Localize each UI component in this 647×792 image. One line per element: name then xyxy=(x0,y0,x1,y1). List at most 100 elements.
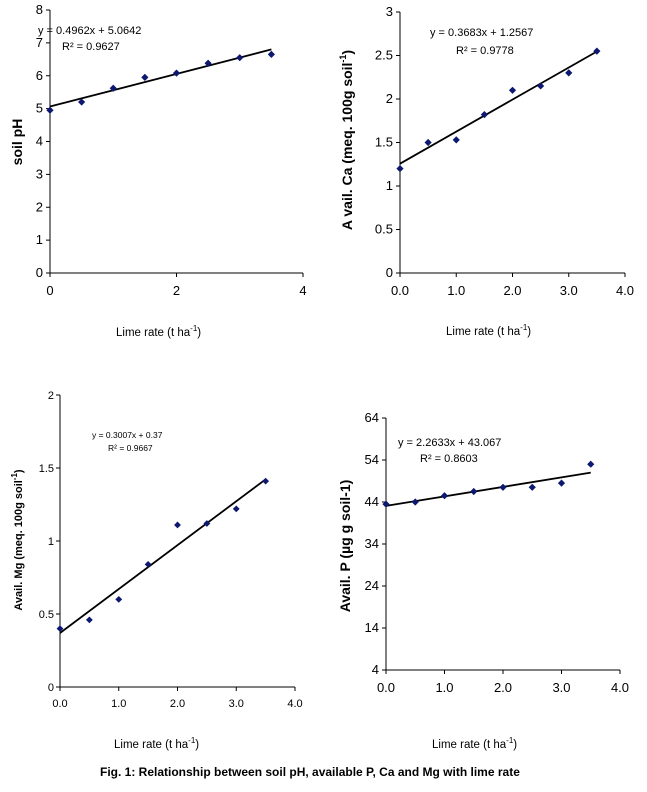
y-tick-label: 0 xyxy=(48,682,54,694)
equation-ca: y = 0.3683x + 1.2567 xyxy=(430,27,533,39)
y-axis-label-mg: Avail. Mg (meq. 100g soil-1) xyxy=(10,469,25,611)
ca-ylabel-close: ) xyxy=(339,50,355,55)
x-tick-label: 2.0 xyxy=(494,680,512,695)
chart-avail-mg: Avail. Mg (meq. 100g soil-1) 0 0.5 1 1.5 2 0.… xyxy=(10,390,303,751)
points-p xyxy=(382,460,595,508)
data-point xyxy=(172,69,181,77)
data-point xyxy=(499,483,507,491)
trendline xyxy=(385,471,591,507)
y-tick-label: 4 xyxy=(36,134,43,149)
y-tick-label: 3 xyxy=(36,166,43,181)
y-tick-label: 0 xyxy=(36,265,43,280)
x-tick-label: 3.0 xyxy=(560,283,578,298)
mg-ylabel-sup: -1 xyxy=(10,473,19,481)
trendline-ca xyxy=(399,50,598,165)
mg-ylabel-close: ) xyxy=(13,469,25,473)
p-ylabel-text: Avail. P (µg g soil-1) xyxy=(337,480,353,613)
x-tick-label: 0 xyxy=(46,283,53,298)
r-squared-mg: R² = 0.9667 xyxy=(108,443,153,453)
data-point xyxy=(565,69,573,77)
y-tick-label: 5 xyxy=(36,101,43,116)
y-axis-label-ca: A vail. Ca (meq. 100g soil-1) xyxy=(338,50,355,230)
x-axis-label-ph: Lime rate (t ha-1) xyxy=(116,324,201,339)
figure-caption: Fig. 1: Relationship between soil pH, av… xyxy=(100,765,520,779)
trendline xyxy=(399,50,598,165)
x-axis-label-mg: Lime rate (t ha-1) xyxy=(114,736,199,751)
y-tick-label: 4 xyxy=(372,662,379,677)
data-point xyxy=(480,111,488,119)
x-tick-label: 2.0 xyxy=(503,283,521,298)
equation-ph: y = 0.4962x + 5.0642 xyxy=(38,25,141,37)
data-point xyxy=(470,487,478,496)
data-point xyxy=(528,483,536,491)
data-point xyxy=(56,625,64,632)
x-tick-label: 4 xyxy=(299,283,306,298)
x-tick-label: 1.0 xyxy=(435,680,453,695)
y-tick-label: 44 xyxy=(365,494,379,509)
y-tick-label: 2 xyxy=(36,199,43,214)
data-point xyxy=(424,138,432,147)
trendline xyxy=(59,478,267,634)
y-tick-label: 1 xyxy=(36,232,43,247)
x-tick-label: 4.0 xyxy=(616,283,634,298)
x-tick-label: 0.0 xyxy=(377,680,395,695)
chart-avail-p: Avail. P (µg g soil-1) 4 14 24 34 44 54 64 0.0 1… xyxy=(337,410,629,751)
data-point xyxy=(382,500,390,508)
data-point xyxy=(115,596,123,603)
y-tick-label: 64 xyxy=(365,410,379,425)
points-mg xyxy=(56,477,270,632)
y-tick-label: 1.5 xyxy=(39,463,54,475)
y-tick-label: 0 xyxy=(386,265,393,280)
y-tick-label: 3 xyxy=(386,4,393,19)
y-tick-label: 7 xyxy=(36,35,43,50)
ca-xlabel-close: ) xyxy=(527,326,531,338)
data-point xyxy=(587,460,595,468)
r-squared-p: R² = 0.8603 xyxy=(420,453,478,465)
x-tick-label: 1.0 xyxy=(447,283,465,298)
y-tick-label: 0.5 xyxy=(39,609,54,621)
y-tick-label: 2 xyxy=(48,390,54,402)
x-tick-label: 2.0 xyxy=(170,698,185,710)
x-tick-label: 4.0 xyxy=(611,680,629,695)
r-squared-ph: R² = 0.9627 xyxy=(62,41,120,53)
data-point xyxy=(46,106,54,114)
chart-avail-ca: A vail. Ca (meq. 100g soil-1) 0 0.5 1 1.5 2 2… xyxy=(338,4,634,338)
y-tick-label: 2.5 xyxy=(375,48,393,63)
y-axis-label-p: Avail. P (µg g soil-1) xyxy=(337,480,353,613)
y-tick-label: 24 xyxy=(365,578,379,593)
y-tick-label: 1 xyxy=(386,178,393,193)
data-point xyxy=(411,498,419,506)
x-tick-label: 2 xyxy=(173,283,180,298)
ca-ylabel-sup: -1 xyxy=(338,55,348,63)
y-tick-label: 0.5 xyxy=(375,222,393,237)
y-tick-label: 34 xyxy=(365,536,379,551)
x-axis-label-p: Lime rate (t ha-1) xyxy=(432,736,517,751)
data-point xyxy=(452,136,460,144)
axes-mg: 0 0.5 1 1.5 2 0.0 1.0 2.0 3.0 4.0 xyxy=(39,390,303,710)
trendline xyxy=(49,48,272,108)
data-point xyxy=(508,86,517,94)
mg-xlabel-close: ) xyxy=(195,739,199,751)
y-tick-label: 2 xyxy=(386,91,393,106)
r-squared-ca: R² = 0.9778 xyxy=(456,45,514,57)
y-axis-label-ph: soil pH xyxy=(9,119,25,166)
points-ca xyxy=(396,47,601,173)
data-point xyxy=(78,98,86,106)
y-tick-label: 54 xyxy=(365,452,379,467)
data-point xyxy=(267,50,275,58)
x-tick-label: 4.0 xyxy=(287,698,302,710)
ca-xlabel-sup: -1 xyxy=(520,323,528,332)
data-point xyxy=(537,82,545,90)
chart-soil-ph: soil pH 0 1 2 3 4 5 6 7 8 0 2 4 y = 0.4962x + 5.064… xyxy=(9,2,307,339)
data-point xyxy=(85,616,93,624)
ph-ylabel-text: soil pH xyxy=(9,119,25,166)
equation-p: y = 2.2633x + 43.067 xyxy=(398,437,501,449)
x-tick-label: 1.0 xyxy=(111,698,126,710)
data-point xyxy=(203,520,211,527)
data-point xyxy=(109,84,117,92)
y-tick-label: 1 xyxy=(48,536,54,548)
mg-xlabel-sup: -1 xyxy=(188,736,196,745)
trendline-ph xyxy=(49,48,272,108)
data-point xyxy=(557,479,566,487)
